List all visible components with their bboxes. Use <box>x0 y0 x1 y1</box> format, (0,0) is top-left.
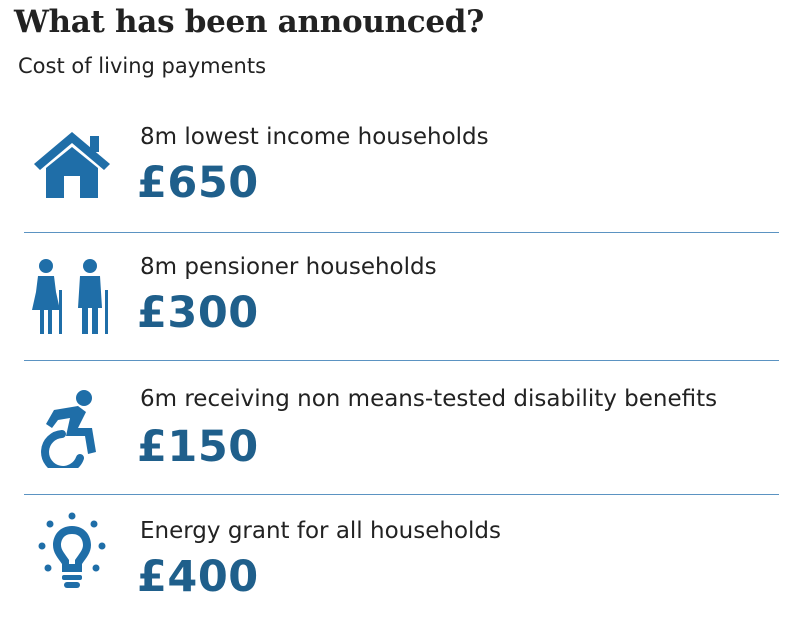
divider <box>24 494 779 495</box>
payment-item-pensioners: 8m pensioner households £300 <box>24 242 779 370</box>
payment-item-amount: £150 <box>137 422 259 472</box>
lightbulb-icon <box>38 512 106 588</box>
payment-item-label: 8m pensioner households <box>140 254 437 280</box>
payment-item-amount: £650 <box>137 158 259 208</box>
pensioners-icon <box>32 259 108 334</box>
payment-item-label: 8m lowest income households <box>140 124 489 150</box>
payment-item-lowest-income: 8m lowest income households £650 <box>24 112 779 240</box>
house-icon <box>34 132 110 198</box>
page-subtitle: Cost of living payments <box>18 54 267 78</box>
payment-item-label: Energy grant for all households <box>140 518 501 544</box>
divider <box>24 360 779 361</box>
payment-item-energy-grant: Energy grant for all households £400 <box>24 506 779 623</box>
page-title: What has been announced? <box>14 4 485 40</box>
payment-item-amount: £400 <box>137 552 259 602</box>
payment-item-amount: £300 <box>137 288 259 338</box>
payment-item-label: 6m receiving non means-tested disability… <box>140 386 718 412</box>
divider <box>24 232 779 233</box>
wheelchair-icon <box>41 390 96 468</box>
payment-item-disability: 6m receiving non means-tested disability… <box>24 372 779 500</box>
